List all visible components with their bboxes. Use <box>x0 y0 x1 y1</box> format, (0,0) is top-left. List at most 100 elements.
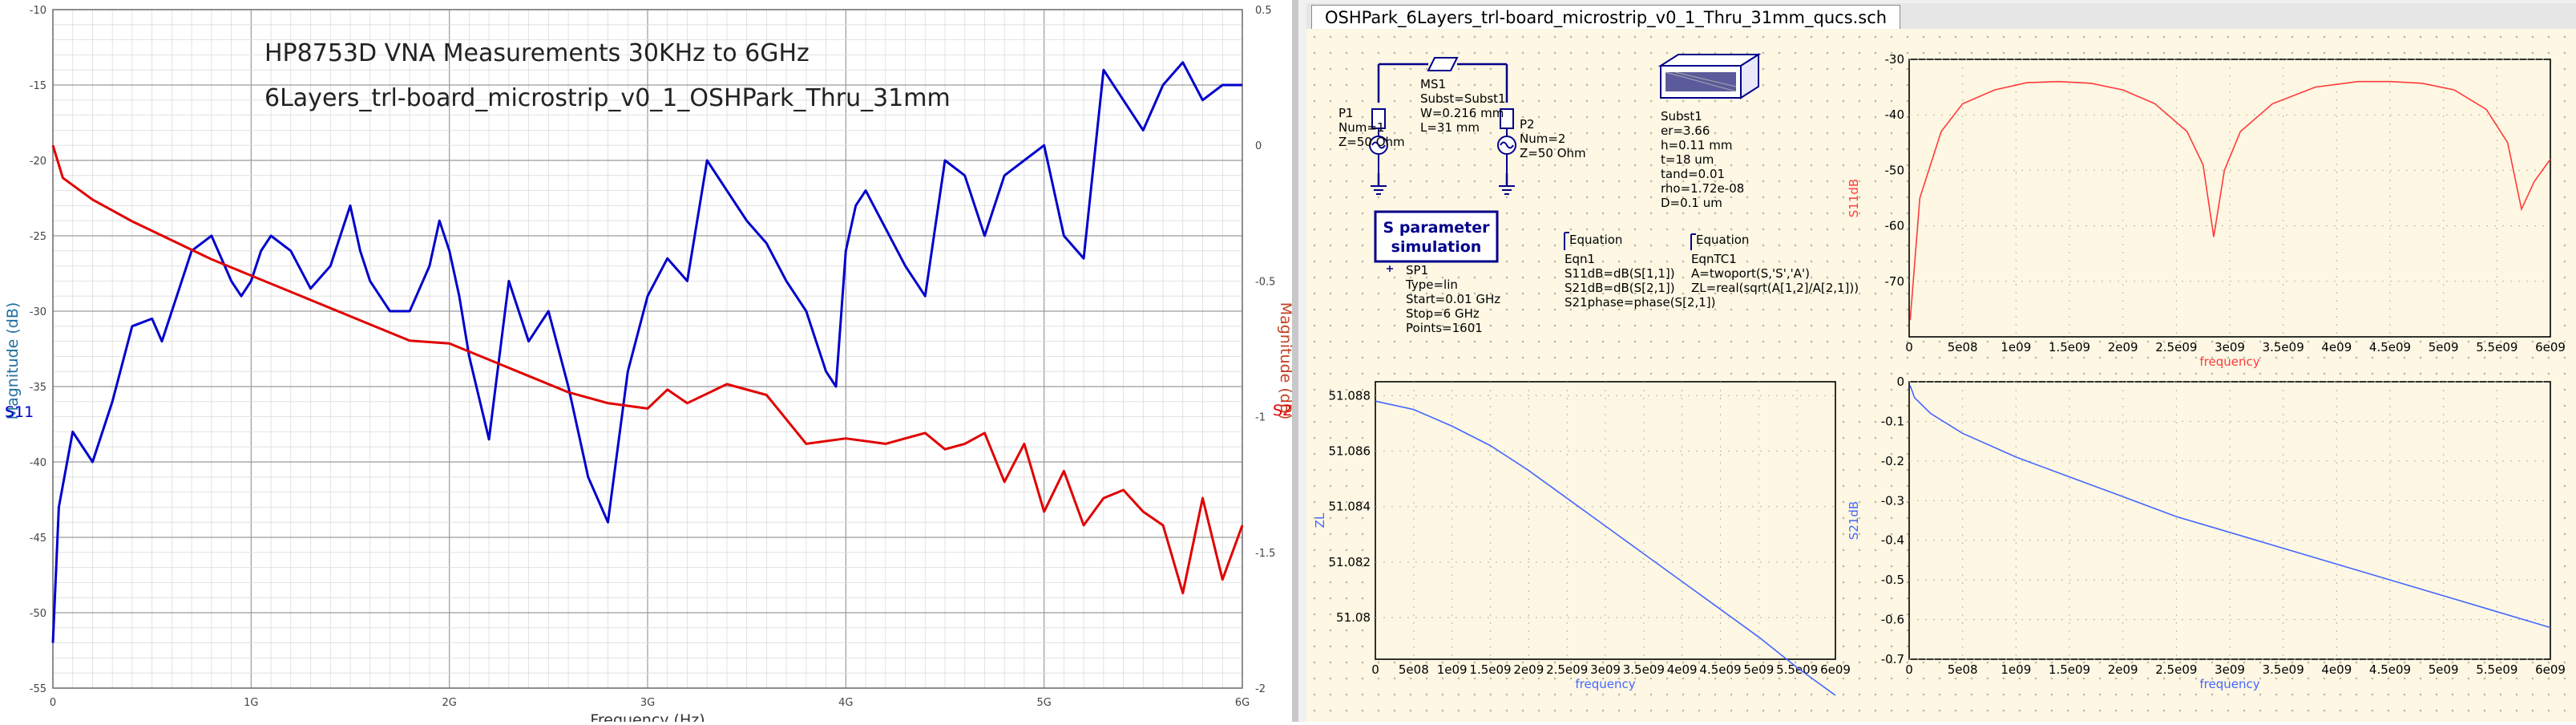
subst-name: Subst1 <box>1661 109 1702 124</box>
microstrip-ms1-symbol[interactable] <box>1427 57 1459 71</box>
vna-left-tick: -15 <box>30 80 46 92</box>
plot-x-tick: 0 <box>1905 662 1913 677</box>
vna-series-s21 <box>51 144 1244 595</box>
plot-y-tick: -0.7 <box>1881 652 1904 666</box>
p1-num: Num=1 <box>1338 120 1384 135</box>
vna-right-tick: -1.5 <box>1255 548 1275 560</box>
s11db-plot[interactable]: -30 -40 -50 -60 -70 0 5e08 1e09 1.5e09 2e09 2.5e09… <box>1847 52 2566 369</box>
qucs-pane: OSHPark_6Layers_trl-board_microstrip_v0_… <box>1298 0 2576 722</box>
plot-xlabel: frequency <box>2199 677 2259 691</box>
vna-x-tick: 1G <box>244 697 258 709</box>
vna-left-tick: -10 <box>30 5 46 17</box>
plot-x-tick: 2.5e09 <box>1546 662 1588 677</box>
plot-x-tick: 5e09 <box>1743 662 1774 677</box>
plot-x-tick: 1.5e09 <box>2049 340 2090 354</box>
plot-x-tick: 1e09 <box>2001 662 2031 677</box>
p2-z: Z=50 Ohm <box>1520 146 1586 160</box>
pane-divider[interactable] <box>1292 0 1298 722</box>
eqn1-name: Eqn1 <box>1565 252 1595 266</box>
plot-x-tick: 5.5e09 <box>2476 340 2517 354</box>
vna-left-tick: -35 <box>30 382 46 394</box>
plot-x-tick: 2.5e09 <box>2155 340 2197 354</box>
plot-x-tick: 1e09 <box>2001 340 2031 354</box>
plot-y-tick: 51.084 <box>1329 500 1371 514</box>
plot-y-tick: -0.2 <box>1881 454 1904 468</box>
port-p2-symbol[interactable] <box>1497 108 1516 195</box>
vna-right-tick: -2 <box>1255 683 1266 695</box>
eqn2-zl: ZL=real(sqrt(A[1,2]/A[2,1])) <box>1691 281 1859 295</box>
plot-x-tick: 0 <box>1905 340 1913 354</box>
plot-y-tick: -0.5 <box>1881 573 1904 587</box>
plot-y-tick: 51.088 <box>1329 388 1371 403</box>
sim-title-line2: simulation <box>1391 238 1482 256</box>
vna-right-tick: 0 <box>1255 140 1262 152</box>
schematic-canvas[interactable]: S parameter simulation P1 Num=1 Z=50 Ohm… <box>1306 29 2576 722</box>
plot-x-tick: 0 <box>1371 662 1379 677</box>
plot-x-tick: 3e09 <box>2215 340 2245 354</box>
plot-x-tick: 1.5e09 <box>1469 662 1511 677</box>
eqn2-header: Equation <box>1696 233 1749 247</box>
plot-x-tick: 2.5e09 <box>2155 662 2197 677</box>
plot-x-tick: 6e09 <box>2535 340 2566 354</box>
schematic-drawing: S parameter simulation P1 Num=1 Z=50 Ohm… <box>1313 52 2566 696</box>
plot-x-tick: 5.5e09 <box>2476 662 2517 677</box>
subst-er: er=3.66 <box>1661 124 1710 138</box>
plot-x-tick: 3.5e09 <box>1623 662 1665 677</box>
subst-h: h=0.11 mm <box>1661 138 1732 152</box>
plot-y-tick: -70 <box>1885 274 1905 289</box>
plot-x-tick: 5e08 <box>1399 662 1429 677</box>
plot-x-tick: 5e08 <box>1948 662 1978 677</box>
plot-x-tick: 6e09 <box>1820 662 1851 677</box>
vna-title: HP8753D VNA Measurements 30KHz to 6GHz <box>264 39 810 67</box>
sim-start: Start=0.01 GHz <box>1406 292 1500 306</box>
eqn2-name: EqnTC1 <box>1691 252 1737 266</box>
plot-x-tick: 4.5e09 <box>1699 662 1741 677</box>
plot-x-tick: 5e09 <box>2429 662 2459 677</box>
plot-y-tick: -30 <box>1885 52 1905 67</box>
vna-left-tick: -20 <box>30 156 46 168</box>
vna-left-tick: -50 <box>30 608 46 620</box>
plot-y-tick: -0.6 <box>1881 613 1904 627</box>
plot-y-tick: -0.1 <box>1881 414 1904 428</box>
port-p1-symbol[interactable] <box>1369 108 1388 195</box>
vna-subtitle: 6Layers_trl-board_microstrip_v0_1_OSHPar… <box>264 84 951 112</box>
vna-left-tick: -30 <box>30 306 46 318</box>
plot-y-tick: 0 <box>1896 375 1904 389</box>
s21db-plot[interactable]: 0-0.1-0.2-0.3-0.4-0.5-0.6-0.70 5e08 1e09 1.… <box>1847 375 2566 691</box>
plot-y-tick: -40 <box>1885 107 1905 122</box>
p2-name: P2 <box>1520 117 1535 132</box>
vna-xlabel: Frequency (Hz) <box>590 711 705 722</box>
substrate-subst1-symbol[interactable] <box>1657 53 1762 99</box>
plot-y-tick: -0.4 <box>1881 533 1904 548</box>
eqn1-phase: S21phase=phase(S[2,1]) <box>1565 295 1716 310</box>
vna-chart-pane: -10 -15 -20 -25 -30 -35 -40 -45 -50 -55 0.5 0 -0.5 -1… <box>4 5 1302 725</box>
plot-x-tick: 3.5e09 <box>2263 340 2304 354</box>
sim-type: Type=lin <box>1405 277 1458 292</box>
ms1-subst: Subst=Subst1 <box>1420 91 1506 106</box>
sparam-sim-block[interactable]: S parameter simulation <box>1374 210 1499 263</box>
plot-ylabel: ZL <box>1313 512 1327 528</box>
document-tab-bar: OSHPark_6Layers_trl-board_microstrip_v0_… <box>1306 3 2576 30</box>
eqn1-s11: S11dB=dB(S[1,1]) <box>1565 266 1675 281</box>
plot-y-tick: 51.086 <box>1329 444 1371 459</box>
vna-series-s11 <box>51 61 1242 643</box>
plot-x-tick: 5e08 <box>1948 340 1978 354</box>
tab-schematic[interactable]: OSHPark_6Layers_trl-board_microstrip_v0_… <box>1311 5 1901 30</box>
plot-x-tick: 2e09 <box>2108 340 2138 354</box>
plot-y-tick: -50 <box>1885 163 1905 177</box>
sim-name: SP1 <box>1406 263 1428 277</box>
plot-xlabel: frequency <box>1575 677 1635 691</box>
plot-series-zl <box>1375 400 1836 696</box>
eqn1-s21: S21dB=dB(S[2,1]) <box>1565 281 1675 295</box>
zl-plot[interactable]: 51.088 51.086 51.084 51.082 51.08 0 5e08 1e09 1.… <box>1313 381 1851 696</box>
plot-y-tick: -60 <box>1885 219 1905 233</box>
eqn1-header: Equation <box>1569 233 1622 247</box>
plot-y-tick: 51.08 <box>1336 610 1371 625</box>
vna-left-tick: -25 <box>30 231 46 243</box>
plot-x-tick: 4.5e09 <box>2369 662 2411 677</box>
ms1-length: L=31 mm <box>1420 120 1480 135</box>
vna-right-tick: 0.5 <box>1255 5 1272 17</box>
vna-x-tick: 6G <box>1235 697 1250 709</box>
plot-x-tick: 5e09 <box>2429 340 2459 354</box>
plot-x-tick: 4e09 <box>2321 340 2352 354</box>
